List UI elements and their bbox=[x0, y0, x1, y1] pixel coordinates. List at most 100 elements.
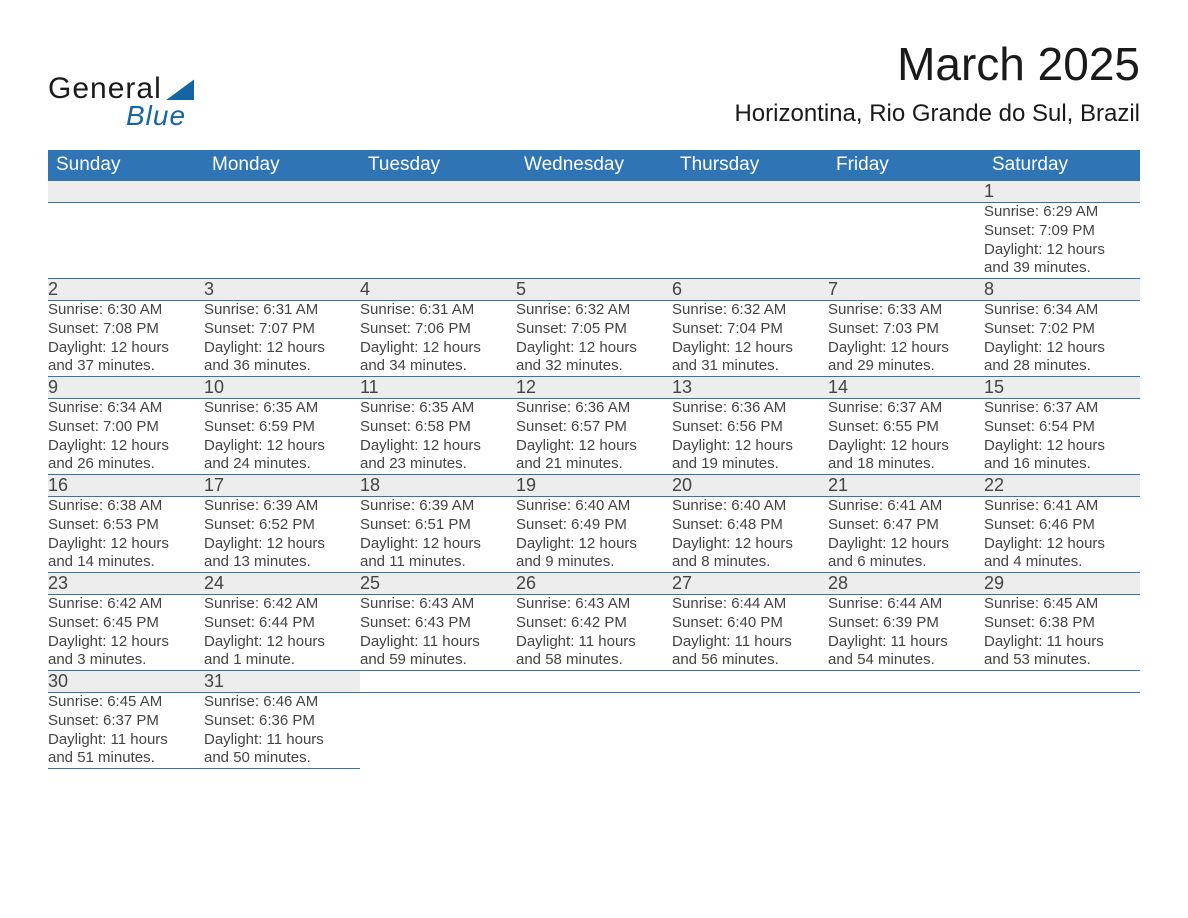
day-sunrise: Sunrise: 6:37 AM bbox=[984, 399, 1140, 418]
day-daylight2: and 59 minutes. bbox=[360, 651, 516, 670]
month-title: March 2025 bbox=[734, 40, 1140, 88]
day-sunrise: Sunrise: 6:45 AM bbox=[984, 595, 1140, 614]
day-daylight1: Daylight: 12 hours bbox=[516, 535, 672, 554]
day-sunset: Sunset: 6:39 PM bbox=[828, 614, 984, 633]
day-details: Sunrise: 6:43 AMSunset: 6:42 PMDaylight:… bbox=[516, 595, 672, 671]
empty-day bbox=[360, 181, 516, 203]
day-daylight1: Daylight: 12 hours bbox=[828, 339, 984, 358]
day-daylight1: Daylight: 12 hours bbox=[984, 339, 1140, 358]
empty-day bbox=[828, 203, 984, 279]
empty-day bbox=[984, 671, 1140, 693]
day-sunset: Sunset: 6:45 PM bbox=[48, 614, 204, 633]
details-row: Sunrise: 6:38 AMSunset: 6:53 PMDaylight:… bbox=[48, 497, 1140, 573]
day-sunset: Sunset: 6:51 PM bbox=[360, 516, 516, 535]
weekday-header: Wednesday bbox=[516, 150, 672, 181]
day-daylight2: and 54 minutes. bbox=[828, 651, 984, 670]
day-daylight2: and 13 minutes. bbox=[204, 553, 360, 572]
day-number: 12 bbox=[516, 377, 672, 399]
day-daylight1: Daylight: 12 hours bbox=[672, 339, 828, 358]
day-sunset: Sunset: 6:37 PM bbox=[48, 712, 204, 731]
day-daylight2: and 32 minutes. bbox=[516, 357, 672, 376]
day-number: 5 bbox=[516, 279, 672, 301]
day-daylight2: and 3 minutes. bbox=[48, 651, 204, 670]
day-sunset: Sunset: 7:09 PM bbox=[984, 222, 1140, 241]
daynum-row: 3031 bbox=[48, 671, 1140, 693]
day-sunrise: Sunrise: 6:36 AM bbox=[672, 399, 828, 418]
day-sunset: Sunset: 6:56 PM bbox=[672, 418, 828, 437]
empty-day bbox=[204, 181, 360, 203]
day-daylight2: and 58 minutes. bbox=[516, 651, 672, 670]
day-sunrise: Sunrise: 6:32 AM bbox=[516, 301, 672, 320]
empty-day bbox=[672, 203, 828, 279]
day-daylight1: Daylight: 12 hours bbox=[360, 437, 516, 456]
day-sunrise: Sunrise: 6:38 AM bbox=[48, 497, 204, 516]
day-number: 19 bbox=[516, 475, 672, 497]
day-daylight1: Daylight: 11 hours bbox=[516, 633, 672, 652]
day-sunset: Sunset: 6:52 PM bbox=[204, 516, 360, 535]
day-daylight2: and 37 minutes. bbox=[48, 357, 204, 376]
logo-triangle-icon bbox=[164, 78, 194, 100]
calendar-table: Sunday Monday Tuesday Wednesday Thursday… bbox=[48, 150, 1140, 769]
day-sunset: Sunset: 6:38 PM bbox=[984, 614, 1140, 633]
day-daylight1: Daylight: 12 hours bbox=[204, 339, 360, 358]
day-sunrise: Sunrise: 6:31 AM bbox=[204, 301, 360, 320]
day-daylight1: Daylight: 11 hours bbox=[828, 633, 984, 652]
day-daylight2: and 51 minutes. bbox=[48, 749, 204, 768]
empty-day bbox=[360, 671, 516, 693]
day-number: 14 bbox=[828, 377, 984, 399]
day-details: Sunrise: 6:35 AMSunset: 6:59 PMDaylight:… bbox=[204, 399, 360, 475]
day-number: 2 bbox=[48, 279, 204, 301]
day-sunset: Sunset: 7:05 PM bbox=[516, 320, 672, 339]
day-number: 27 bbox=[672, 573, 828, 595]
day-sunrise: Sunrise: 6:39 AM bbox=[360, 497, 516, 516]
empty-day bbox=[516, 671, 672, 693]
details-row: Sunrise: 6:34 AMSunset: 7:00 PMDaylight:… bbox=[48, 399, 1140, 475]
day-daylight1: Daylight: 12 hours bbox=[672, 437, 828, 456]
day-daylight2: and 14 minutes. bbox=[48, 553, 204, 572]
day-number: 21 bbox=[828, 475, 984, 497]
day-sunset: Sunset: 6:55 PM bbox=[828, 418, 984, 437]
day-sunrise: Sunrise: 6:44 AM bbox=[828, 595, 984, 614]
day-number: 28 bbox=[828, 573, 984, 595]
day-sunrise: Sunrise: 6:33 AM bbox=[828, 301, 984, 320]
day-sunrise: Sunrise: 6:36 AM bbox=[516, 399, 672, 418]
day-daylight2: and 1 minute. bbox=[204, 651, 360, 670]
weekday-header: Thursday bbox=[672, 150, 828, 181]
day-daylight2: and 53 minutes. bbox=[984, 651, 1140, 670]
day-sunset: Sunset: 7:06 PM bbox=[360, 320, 516, 339]
day-number: 8 bbox=[984, 279, 1140, 301]
day-daylight2: and 4 minutes. bbox=[984, 553, 1140, 572]
logo-word2: Blue bbox=[126, 100, 194, 132]
daynum-row: 16171819202122 bbox=[48, 475, 1140, 497]
day-sunset: Sunset: 7:02 PM bbox=[984, 320, 1140, 339]
day-daylight1: Daylight: 11 hours bbox=[48, 731, 204, 750]
day-number: 31 bbox=[204, 671, 360, 693]
day-sunrise: Sunrise: 6:41 AM bbox=[828, 497, 984, 516]
day-details: Sunrise: 6:34 AMSunset: 7:00 PMDaylight:… bbox=[48, 399, 204, 475]
day-sunrise: Sunrise: 6:31 AM bbox=[360, 301, 516, 320]
day-details: Sunrise: 6:40 AMSunset: 6:48 PMDaylight:… bbox=[672, 497, 828, 573]
day-sunrise: Sunrise: 6:32 AM bbox=[672, 301, 828, 320]
daynum-row: 1 bbox=[48, 181, 1140, 203]
header: General Blue March 2025 Horizontina, Rio… bbox=[48, 40, 1140, 132]
day-number: 20 bbox=[672, 475, 828, 497]
day-number: 11 bbox=[360, 377, 516, 399]
empty-day bbox=[672, 693, 828, 769]
day-number: 24 bbox=[204, 573, 360, 595]
weekday-header: Sunday bbox=[48, 150, 204, 181]
day-number: 30 bbox=[48, 671, 204, 693]
day-daylight2: and 36 minutes. bbox=[204, 357, 360, 376]
day-daylight1: Daylight: 12 hours bbox=[360, 535, 516, 554]
empty-day bbox=[48, 181, 204, 203]
day-daylight2: and 6 minutes. bbox=[828, 553, 984, 572]
day-number: 1 bbox=[984, 181, 1140, 203]
day-details: Sunrise: 6:44 AMSunset: 6:39 PMDaylight:… bbox=[828, 595, 984, 671]
day-daylight2: and 39 minutes. bbox=[984, 259, 1140, 278]
day-sunset: Sunset: 6:54 PM bbox=[984, 418, 1140, 437]
logo: General Blue bbox=[48, 40, 194, 132]
day-number: 29 bbox=[984, 573, 1140, 595]
day-daylight2: and 56 minutes. bbox=[672, 651, 828, 670]
day-details: Sunrise: 6:32 AMSunset: 7:04 PMDaylight:… bbox=[672, 301, 828, 377]
day-daylight1: Daylight: 12 hours bbox=[516, 339, 672, 358]
day-sunrise: Sunrise: 6:39 AM bbox=[204, 497, 360, 516]
